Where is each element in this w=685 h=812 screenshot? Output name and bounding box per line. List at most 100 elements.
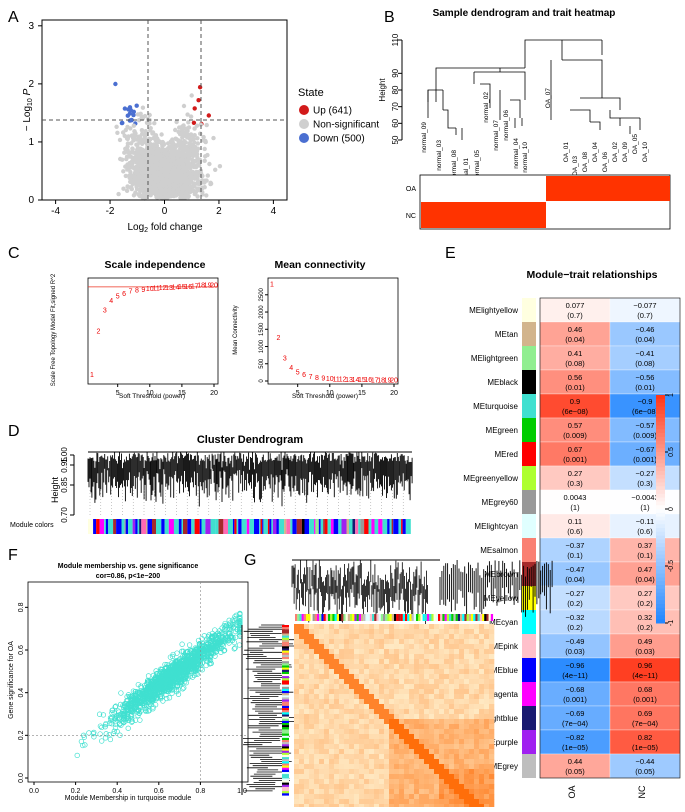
scale-step <box>656 410 665 414</box>
module-swatch <box>522 346 536 370</box>
cell-value: −0.49 <box>566 637 585 646</box>
x-tick-label: 0.2 <box>71 788 81 795</box>
module-color-stripe <box>146 519 147 534</box>
y-tick-label: 1500 <box>259 322 265 336</box>
legend-swatch <box>299 105 309 115</box>
tom-color-stripe <box>282 693 289 695</box>
tom-color-stripe <box>282 729 289 731</box>
power-point: 8 <box>135 287 139 294</box>
module-label: MEpink <box>491 642 519 651</box>
x-tick-label: -4 <box>51 206 60 217</box>
volcano-point <box>187 156 191 160</box>
tom-cell <box>314 624 319 629</box>
tom-color-stripe <box>467 614 469 621</box>
volcano-point <box>115 131 119 135</box>
module-color-stripe <box>328 519 331 534</box>
tom-color-stripe <box>370 614 372 621</box>
module-color-stripe <box>358 519 360 534</box>
module-color-stripe <box>161 519 164 534</box>
volcano-point <box>125 136 129 140</box>
volcano-point <box>138 136 142 140</box>
tom-cell <box>324 624 329 629</box>
scale-step <box>656 536 665 540</box>
x-tick-label: 0.0 <box>29 788 39 795</box>
tom-color-stripe <box>453 614 455 621</box>
tom-color-stripe <box>282 793 289 795</box>
tom-color-stripe <box>427 614 429 621</box>
dendro-branch <box>610 110 640 118</box>
tom-cell <box>334 624 339 629</box>
volcano-point <box>124 128 128 132</box>
panel-label-e: E <box>445 245 456 262</box>
x-tick-label: 15 <box>358 390 366 397</box>
scale-step <box>656 395 665 399</box>
cell-value: 0.69 <box>638 709 653 718</box>
cell-pvalue: (0.04) <box>565 335 585 344</box>
volcano-point <box>141 175 145 179</box>
trait-cell-oa <box>546 176 670 201</box>
y-tick-label: 0.6 <box>18 645 25 655</box>
dendro-b-ylabel: Height <box>378 78 387 102</box>
tom-color-stripe <box>326 614 328 621</box>
panel-label-a: A <box>8 9 19 26</box>
module-color-stripe <box>126 519 128 534</box>
sample-label: OA_09 <box>622 142 629 163</box>
volcano-point <box>152 121 156 125</box>
volcano-point <box>205 123 209 127</box>
cell-value: −0.32 <box>566 613 585 622</box>
volcano-point <box>136 163 140 167</box>
scale-step <box>656 608 665 612</box>
volcano-point <box>120 121 124 125</box>
module-swatch <box>522 634 536 658</box>
volcano-point <box>167 145 171 149</box>
scale-step <box>656 467 665 471</box>
tom-color-stripe <box>282 644 289 646</box>
cell-pvalue: (0.3) <box>567 479 583 488</box>
heat-column-label: NC <box>637 785 647 798</box>
power-point: 4 <box>109 298 113 305</box>
dendro-branch <box>562 60 602 98</box>
tom-cell <box>319 624 324 629</box>
tom-color-stripe <box>282 785 289 787</box>
cell-value: 0.27 <box>568 469 583 478</box>
module-color-stripe <box>133 519 136 534</box>
tom-color-stripe <box>354 614 356 621</box>
volcano-point <box>184 165 188 169</box>
tom-color-stripe <box>295 614 297 621</box>
module-swatch <box>522 706 536 730</box>
sample-label: normal_09 <box>421 122 428 153</box>
power-point: 9 <box>141 287 145 294</box>
y-tick-label: 2 <box>28 79 34 90</box>
tom-color-stripe <box>368 614 370 621</box>
tom-color-stripe <box>282 640 289 642</box>
dendro-branch <box>474 72 525 100</box>
volcano-point <box>198 85 202 89</box>
tom-color-stripe <box>282 738 289 740</box>
cell-pvalue: (0.03) <box>635 647 655 656</box>
tom-color-stripe <box>282 683 289 685</box>
volcano-point <box>135 142 139 146</box>
scale-step <box>656 596 665 600</box>
cell-value: −0.56 <box>636 373 655 382</box>
scale-step <box>656 456 665 460</box>
volcano-point <box>125 189 129 193</box>
module-color-stripe <box>215 519 218 534</box>
volcano-point <box>178 143 182 147</box>
tom-color-stripe <box>442 614 444 621</box>
module-color-stripe <box>125 519 126 534</box>
power-point: 8 <box>315 375 319 382</box>
tom-color-stripe <box>458 614 460 621</box>
scatter-point <box>119 691 124 696</box>
tom-color-stripe <box>282 710 289 712</box>
volcano-point <box>184 132 188 136</box>
tom-color-stripe <box>282 764 289 766</box>
power-point: 3 <box>103 307 107 314</box>
scale-step <box>656 562 665 566</box>
cell-value: −0.27 <box>636 469 655 478</box>
cell-pvalue: (0.001) <box>563 695 587 704</box>
scale-step <box>656 593 665 597</box>
tom-color-stripe <box>306 614 308 621</box>
scale-step <box>656 513 665 517</box>
module-color-stripe <box>305 519 310 534</box>
tom-color-stripe <box>282 663 289 665</box>
